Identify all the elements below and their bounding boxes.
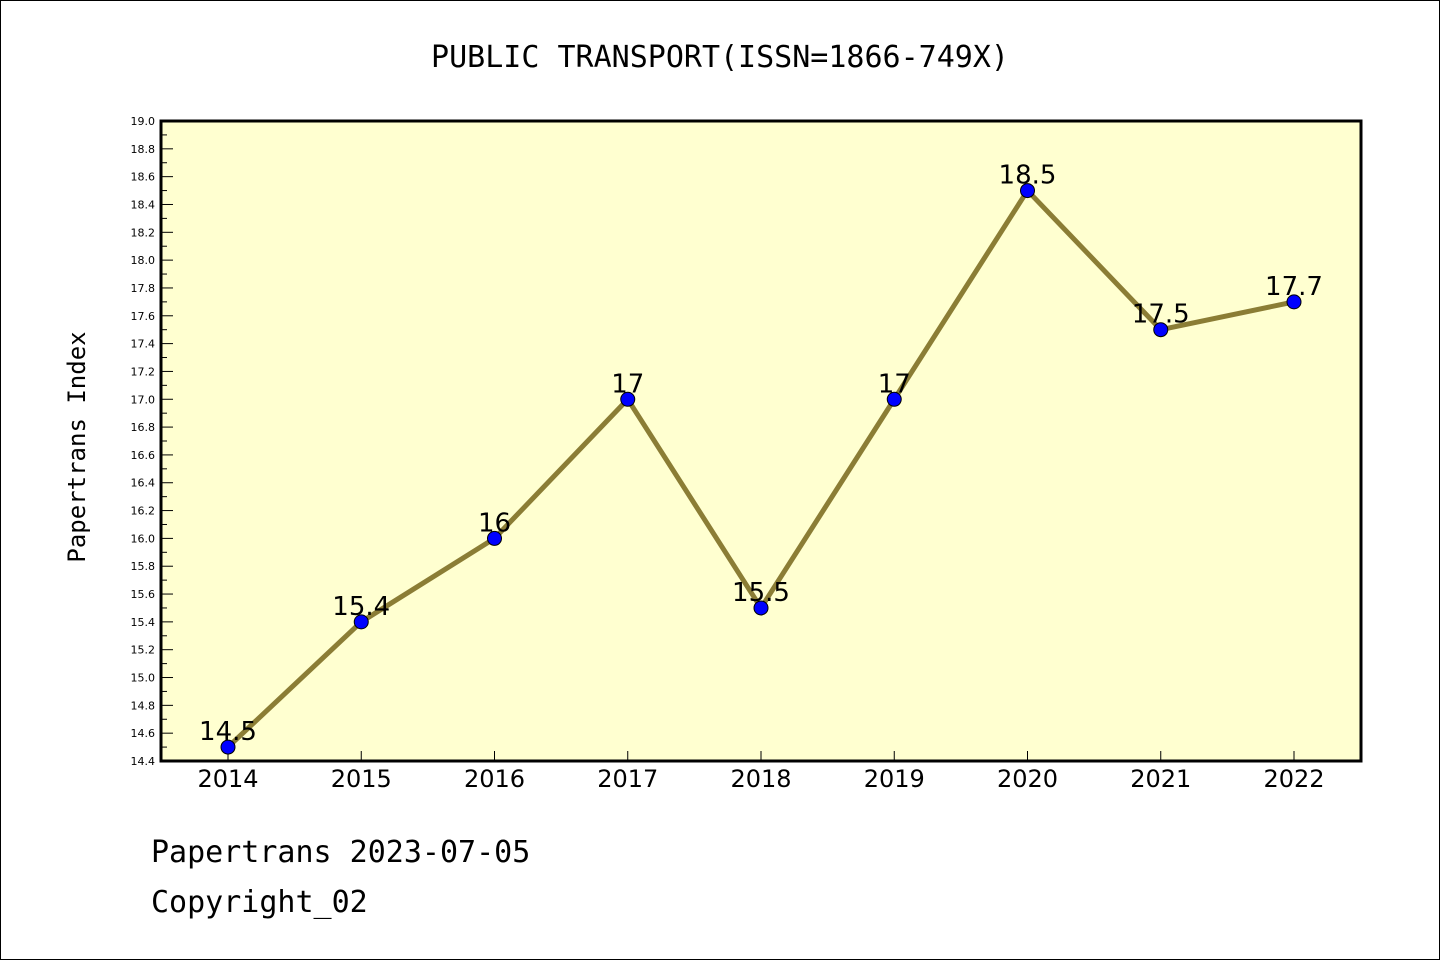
y-tick-label: 16.6 [131,449,156,462]
y-tick-label: 17.6 [131,310,156,323]
data-label: 16 [478,508,511,538]
data-point [620,391,636,407]
footer-copyright: Copyright_02 [151,885,368,920]
x-tick-label: 2020 [997,765,1058,793]
footer-date: Papertrans 2023-07-05 [151,835,531,870]
y-tick-label: 16.8 [131,421,156,434]
data-label: 15.4 [332,592,390,622]
plot-area [159,119,1363,763]
data-point [353,614,369,630]
y-tick-label: 16.4 [131,477,156,490]
x-tick-label: 2016 [464,765,525,793]
data-point [487,530,502,546]
y-tick-label: 18.6 [131,171,156,184]
x-tick-label: 2022 [1263,765,1324,793]
data-point [1153,322,1169,338]
y-tick-label: 18.2 [131,226,156,239]
x-tick-label: 2018 [730,765,791,793]
y-tick-label: 17.4 [131,338,156,351]
y-tick-label: 14.6 [131,727,156,740]
chart-title: PUBLIC TRANSPORT(ISSN=1866-749X) [431,40,1009,75]
data-label: 17 [611,369,644,399]
y-tick-label: 17.2 [131,365,156,378]
y-axis: 14.4 14.6 14.8 15.0 15.2 15.4 15.6 15.8 16.0 16.2… [131,115,173,768]
x-tick-label: 2015 [331,765,392,793]
data-label: 17.7 [1265,272,1323,302]
y-tick-label: 15.0 [131,672,156,685]
data-point [886,391,902,407]
x-tick-label: 2021 [1130,765,1191,793]
y-tick-label: 15.8 [131,560,156,573]
x-tick-label: 2017 [597,765,658,793]
data-points [220,183,1302,755]
y-tick-label: 18.4 [131,198,156,211]
data-label: 14.5 [199,717,257,747]
y-tick-label: 18.0 [131,254,156,267]
data-label: 15.5 [732,578,790,608]
y-tick-label: 17.8 [131,282,156,295]
data-label: 17 [878,369,911,399]
data-point [220,739,236,755]
data-point [1286,294,1302,310]
data-point [753,600,769,616]
y-tick-label: 16.2 [131,505,156,518]
y-tick-label: 15.4 [131,616,156,629]
y-tick-label: 15.2 [131,644,156,657]
data-labels: 14.5 15.4 16 17 15.5 17 18.5 17.5 17.7 [199,161,1323,748]
y-tick-label: 14.4 [131,755,156,768]
y-tick-label: 17.0 [131,393,156,406]
data-label: 18.5 [999,161,1057,191]
y-axis-label: Papertrans Index [63,331,91,562]
x-tick-label: 2019 [864,765,925,793]
y-tick-label: 16.0 [131,532,156,545]
x-axis: 2014 2015 2016 2017 2018 2019 2020 2021 2022 [197,751,1325,793]
y-tick-label: 19.0 [131,115,156,128]
data-label: 17.5 [1132,300,1190,330]
y-tick-label: 15.6 [131,588,156,601]
x-tick-label: 2014 [197,765,258,793]
data-point [1020,183,1035,199]
y-tick-label: 18.8 [131,143,156,156]
y-tick-label: 14.8 [131,699,156,712]
